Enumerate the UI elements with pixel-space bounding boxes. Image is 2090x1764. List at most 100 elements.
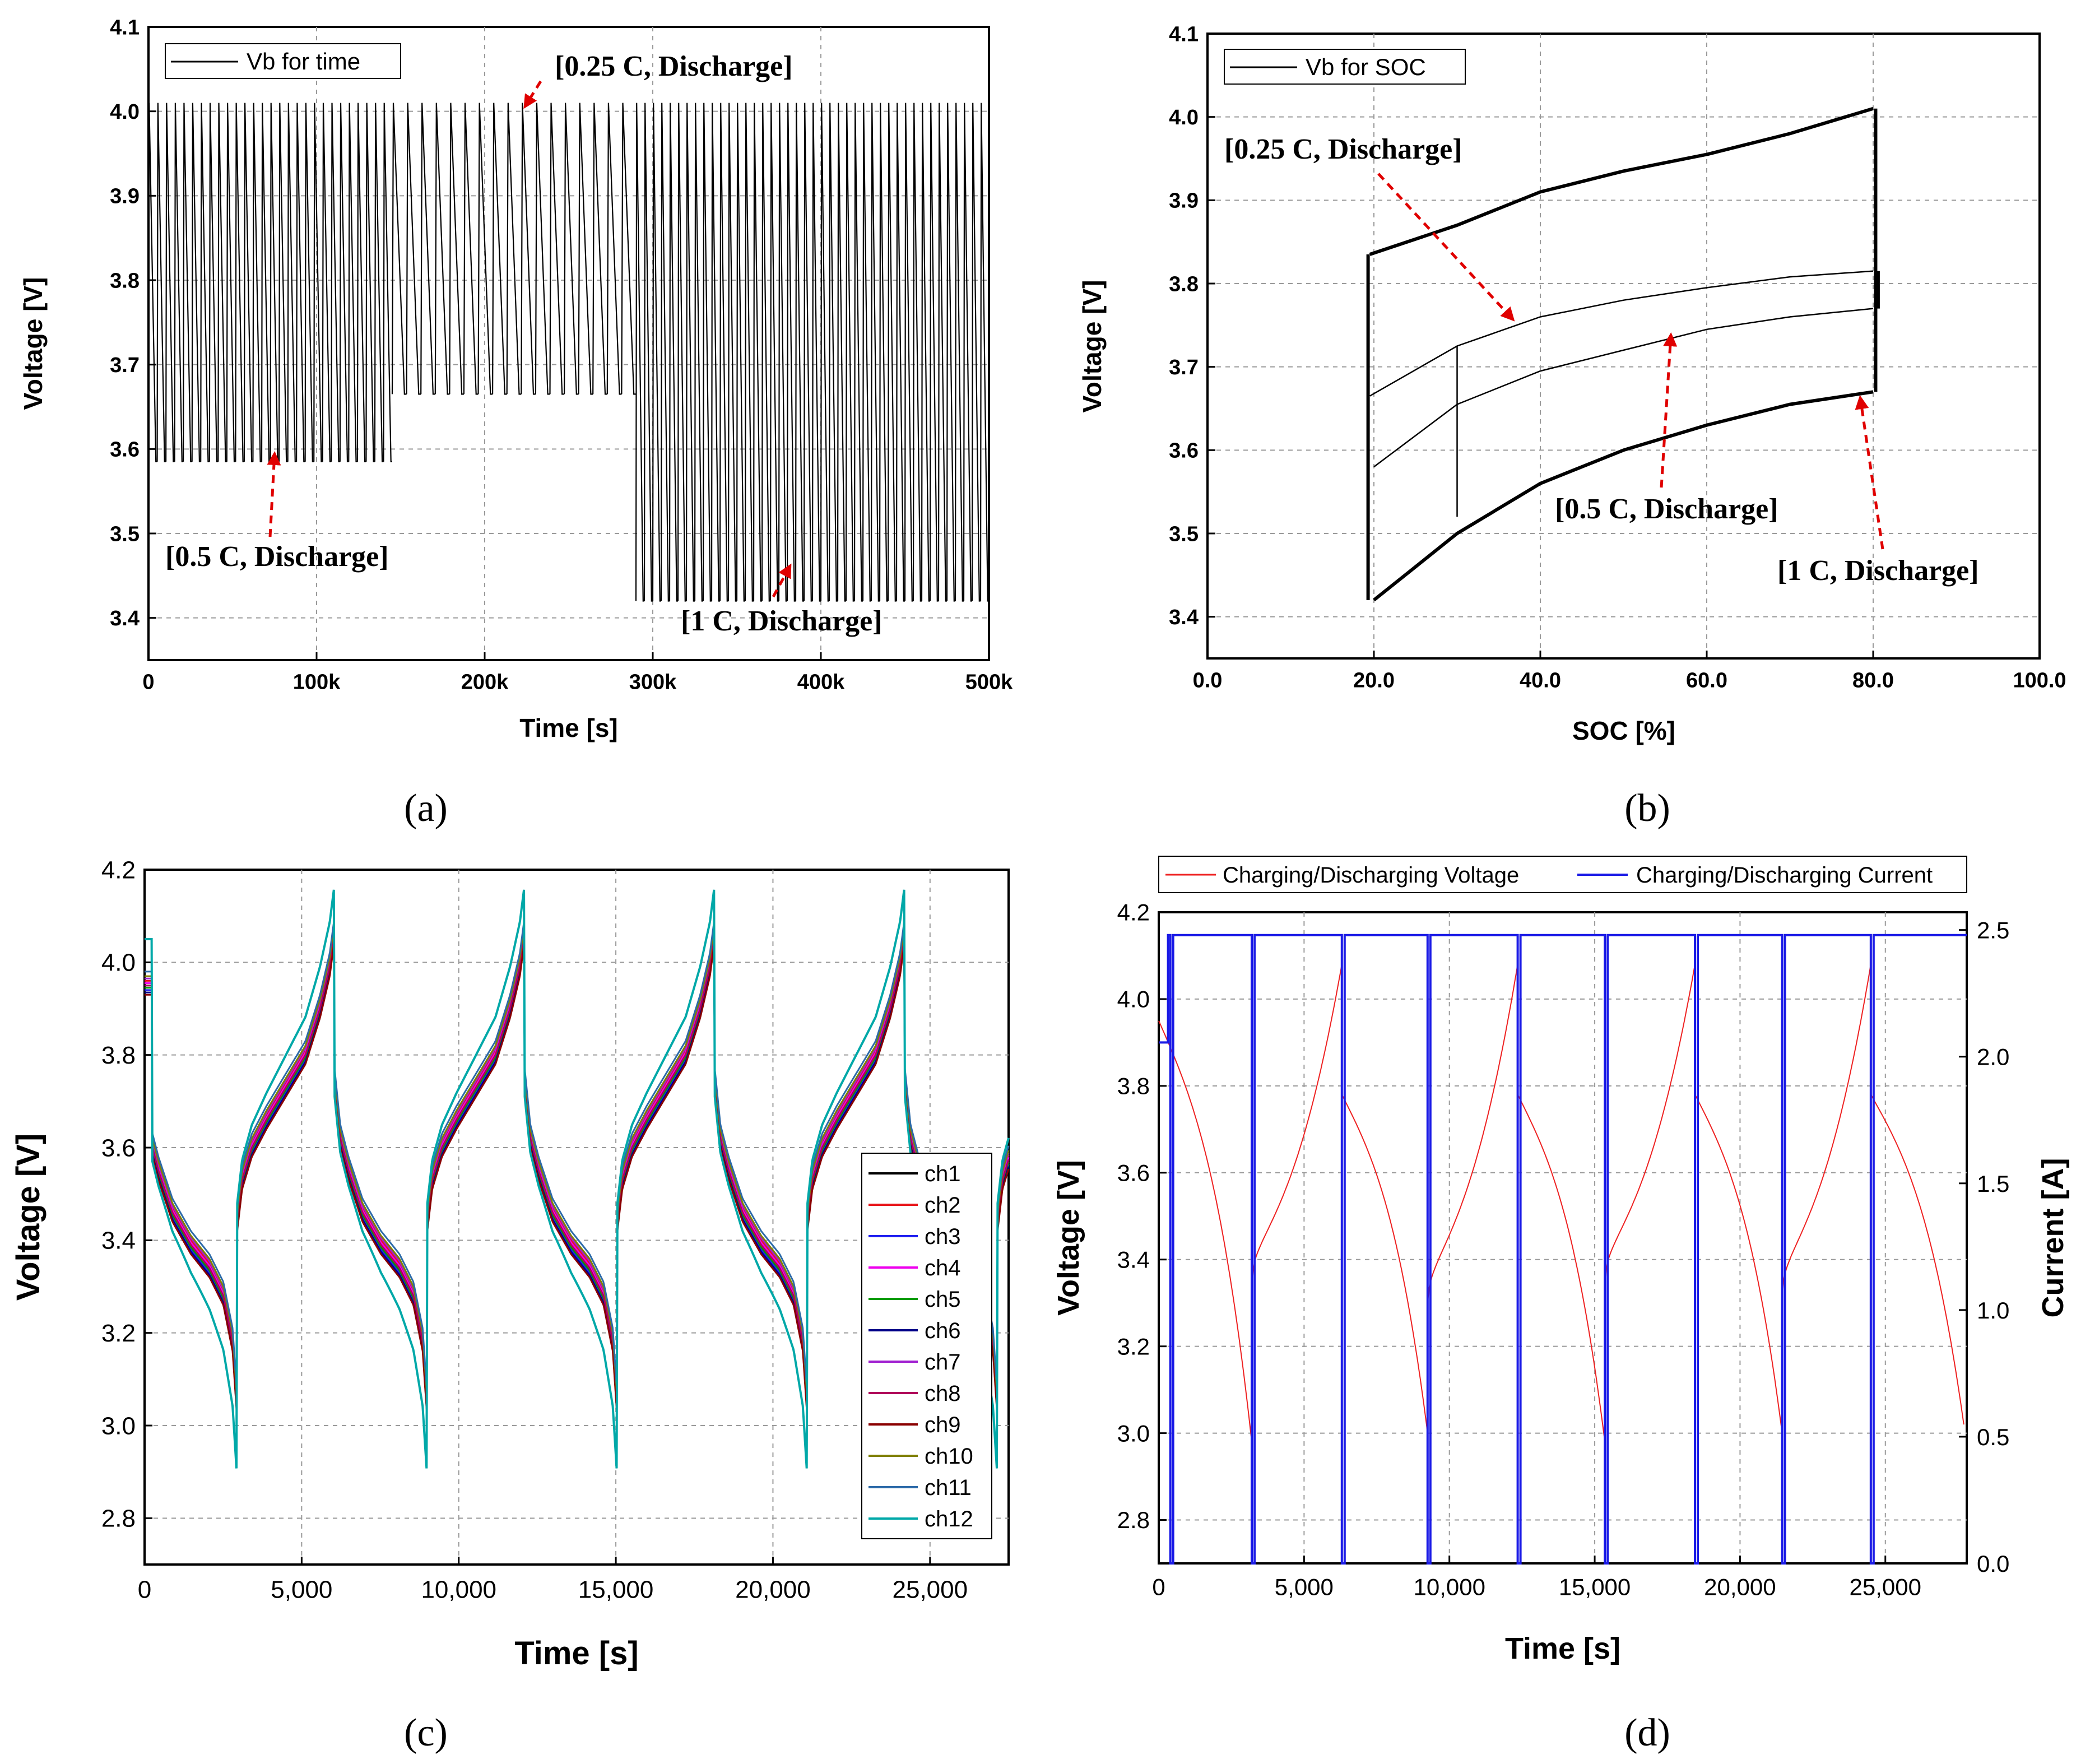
chart-d-frame xyxy=(1158,911,1968,1565)
y-tick-label: 3.9 xyxy=(1169,189,1199,213)
x-tick-label: 10,000 xyxy=(1413,1574,1485,1600)
chart-b-ticks: 0.0 20.0 40.0 60.0 80.0 100.0 3.4 3.5 3.6 3.7 3.8 3… xyxy=(1169,22,2066,692)
x-tick-label: 25,000 xyxy=(1850,1574,1921,1600)
chart-c: 0 5,000 10,000 15,000 20,000 25,000 2.8 3.0 3.2 3… xyxy=(10,856,1010,1754)
x-axis-label: SOC [%] xyxy=(1572,716,1675,745)
y-tick-label: 3.6 xyxy=(1117,1160,1150,1186)
legend-label: ch4 xyxy=(925,1256,961,1280)
series-line xyxy=(145,945,1010,1409)
x-tick-label: 20,000 xyxy=(1704,1574,1776,1600)
panel-label: (a) xyxy=(404,787,448,830)
y-axis-label: Voltage [V] xyxy=(18,277,48,410)
legend-label: ch11 xyxy=(925,1475,972,1500)
legend-label: ch6 xyxy=(925,1319,961,1343)
series-line xyxy=(145,933,1010,1398)
series-line xyxy=(1369,270,1874,397)
x-tick-label: 15,000 xyxy=(1559,1574,1631,1600)
legend-label: ch10 xyxy=(925,1444,973,1469)
voltage-line xyxy=(1427,964,1518,1303)
annotation-arrow xyxy=(1377,173,1515,322)
x-tick-label: 60.0 xyxy=(1686,669,1727,692)
legend-label: Vb for SOC xyxy=(1306,54,1426,80)
series-line xyxy=(145,926,1010,1391)
legend-label: Vb for time xyxy=(247,48,360,75)
voltage-line xyxy=(1870,1094,1964,1425)
chart-b: 0.0 20.0 40.0 60.0 80.0 100.0 3.4 3.5 3.6 3.7 3.8 3… xyxy=(1077,22,2066,830)
annotation-arrow xyxy=(523,80,542,109)
chart-b-plot xyxy=(1366,106,1880,602)
panel-label: (b) xyxy=(1624,787,1670,830)
chart-b-frame xyxy=(1206,33,2041,660)
legend-label: ch2 xyxy=(925,1193,961,1218)
chart-c-legend: ch1 ch2 ch3 ch4 ch5 ch6 ch7 ch8 ch9 ch10 ch11 ch12 xyxy=(861,1153,992,1539)
legend-label: ch1 xyxy=(925,1162,961,1186)
annotation-label: [0.25 C, Discharge] xyxy=(1224,133,1462,165)
annotation-arrow xyxy=(1660,332,1678,488)
panel-label: (d) xyxy=(1624,1711,1670,1754)
legend-label: ch3 xyxy=(925,1224,961,1249)
x-tick-label: 40.0 xyxy=(1520,669,1561,692)
series-line xyxy=(145,929,1010,1393)
x-axis-label: Time [s] xyxy=(514,1635,638,1672)
x-tick-label: 0.0 xyxy=(1193,669,1223,692)
chart-c-ticks: 0 5,000 10,000 15,000 20,000 25,000 2.8 3.0 3.2 3… xyxy=(101,856,968,1603)
y2-tick-label: 2.5 xyxy=(1977,917,2009,944)
chart-d-ticks: 0 5,000 10,000 15,000 20,000 25,000 2.8 3.0 3.2 3… xyxy=(1117,899,2010,1600)
y-tick-label: 4.1 xyxy=(110,16,140,39)
y-tick-label: 2.8 xyxy=(101,1505,136,1533)
y-tick-label: 3.6 xyxy=(101,1134,136,1162)
x-tick-label: 10,000 xyxy=(421,1576,496,1603)
y-axis-label: Voltage [V] xyxy=(1077,280,1107,413)
chart-b-legend: Vb for SOC xyxy=(1224,49,1466,85)
chart-a-plot xyxy=(147,103,989,602)
chart-a-legend: Vb for time xyxy=(165,43,401,79)
x-tick-label: 400k xyxy=(797,670,845,694)
series-line xyxy=(145,943,1010,1407)
legend-label: ch12 xyxy=(925,1507,973,1531)
chart-c-plot xyxy=(145,889,1010,1469)
legend-label: ch7 xyxy=(925,1350,961,1375)
annotation-label: [1 C, Discharge] xyxy=(681,605,883,637)
y2-tick-label: 1.5 xyxy=(1977,1171,2009,1197)
x-tick-label: 300k xyxy=(629,670,677,694)
x-tick-label: 100.0 xyxy=(2013,669,2066,692)
y-tick-label: 2.8 xyxy=(1117,1507,1150,1533)
x-tick-label: 200k xyxy=(461,670,509,694)
x-tick-label: 25,000 xyxy=(893,1576,968,1603)
legend-label: Charging/Discharging Voltage xyxy=(1223,863,1519,888)
legend-box xyxy=(1158,856,1967,893)
y-tick-label: 3.2 xyxy=(101,1320,136,1347)
chart-c-frame xyxy=(143,869,1010,1566)
current-line xyxy=(1159,934,1967,1565)
x-tick-label: 20,000 xyxy=(735,1576,811,1603)
series-line xyxy=(145,922,1010,1386)
series-line xyxy=(1373,390,1874,602)
y2-tick-label: 0.5 xyxy=(1977,1424,2009,1450)
y2-tick-label: 2.0 xyxy=(1977,1044,2009,1070)
y-tick-label: 3.4 xyxy=(1169,606,1199,629)
legend-label: Charging/Discharging Current xyxy=(1636,863,1933,888)
y-tick-label: 3.7 xyxy=(110,354,140,377)
series-line xyxy=(391,103,636,395)
x-tick-label: 5,000 xyxy=(1275,1574,1334,1600)
x-tick-label: 500k xyxy=(965,670,1013,694)
x-tick-label: 15,000 xyxy=(578,1576,654,1603)
annotation-arrow xyxy=(772,563,792,598)
voltage-line xyxy=(1781,964,1871,1294)
voltage-line xyxy=(1694,1094,1783,1433)
y-tick-label: 4.0 xyxy=(1117,986,1150,1013)
chart-d: 0 5,000 10,000 15,000 20,000 25,000 2.8 3.0 3.2 3… xyxy=(1052,856,2070,1754)
chart-a-ticks: 0 100k 200k 300k 400k 500k 3.4 3.5 3.6 3.7 3.8 3.9 4… xyxy=(110,16,1013,694)
series-line xyxy=(145,931,1010,1395)
y-tick-label: 4.0 xyxy=(101,949,136,977)
y-tick-label: 4.0 xyxy=(110,100,140,124)
y-tick-label: 4.2 xyxy=(1117,899,1150,926)
y-tick-label: 3.4 xyxy=(110,607,140,630)
y-tick-label: 3.0 xyxy=(1117,1420,1150,1446)
x-tick-label: 20.0 xyxy=(1353,669,1395,692)
annotation-label: [0.5 C, Discharge] xyxy=(165,541,389,573)
legend-box xyxy=(861,1153,992,1539)
x-tick-label: 5,000 xyxy=(271,1576,332,1603)
chart-a-annotations: [0.25 C, Discharge] [0.5 C, Discharge] [… xyxy=(165,50,883,637)
chart-d-legend: Charging/Discharging Voltage Charging/Di… xyxy=(1158,856,1967,893)
